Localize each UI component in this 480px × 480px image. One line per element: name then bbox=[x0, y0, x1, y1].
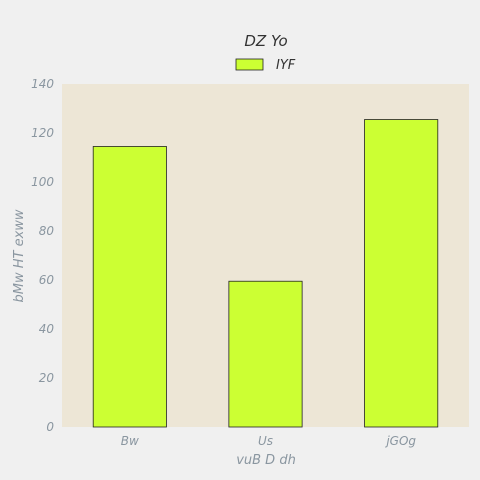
x-axis-label: vuB D dh bbox=[236, 453, 296, 468]
bar-Us bbox=[228, 280, 303, 428]
bars bbox=[92, 119, 439, 428]
y-tick-label: 40 bbox=[39, 322, 55, 336]
bar-jGOg bbox=[364, 119, 439, 428]
legend-swatch bbox=[235, 58, 264, 71]
y-tick-label: 0 bbox=[46, 420, 54, 434]
y-tick-label: 20 bbox=[39, 371, 55, 385]
x-tick-label: jGOg bbox=[384, 434, 416, 448]
bar-Bw bbox=[92, 146, 167, 428]
chart-title: DZ Yo bbox=[244, 32, 287, 50]
x-tick-label: Bw bbox=[121, 434, 139, 448]
y-tick-label: 120 bbox=[31, 126, 54, 140]
x-tick-label: Us bbox=[258, 434, 273, 448]
y-axis-ticks: 0 20 40 60 80 100 120 140 bbox=[31, 77, 54, 434]
y-tick-label: 80 bbox=[39, 224, 55, 238]
legend: IYF bbox=[235, 58, 296, 73]
y-tick-label: 60 bbox=[39, 273, 55, 287]
legend-label: IYF bbox=[276, 58, 296, 73]
y-tick-label: 140 bbox=[31, 77, 54, 91]
y-tick-label: 100 bbox=[31, 175, 54, 189]
x-axis-ticks: Bw Us jGOg bbox=[121, 434, 417, 448]
y-axis-label: bMw HT exww bbox=[12, 209, 27, 302]
